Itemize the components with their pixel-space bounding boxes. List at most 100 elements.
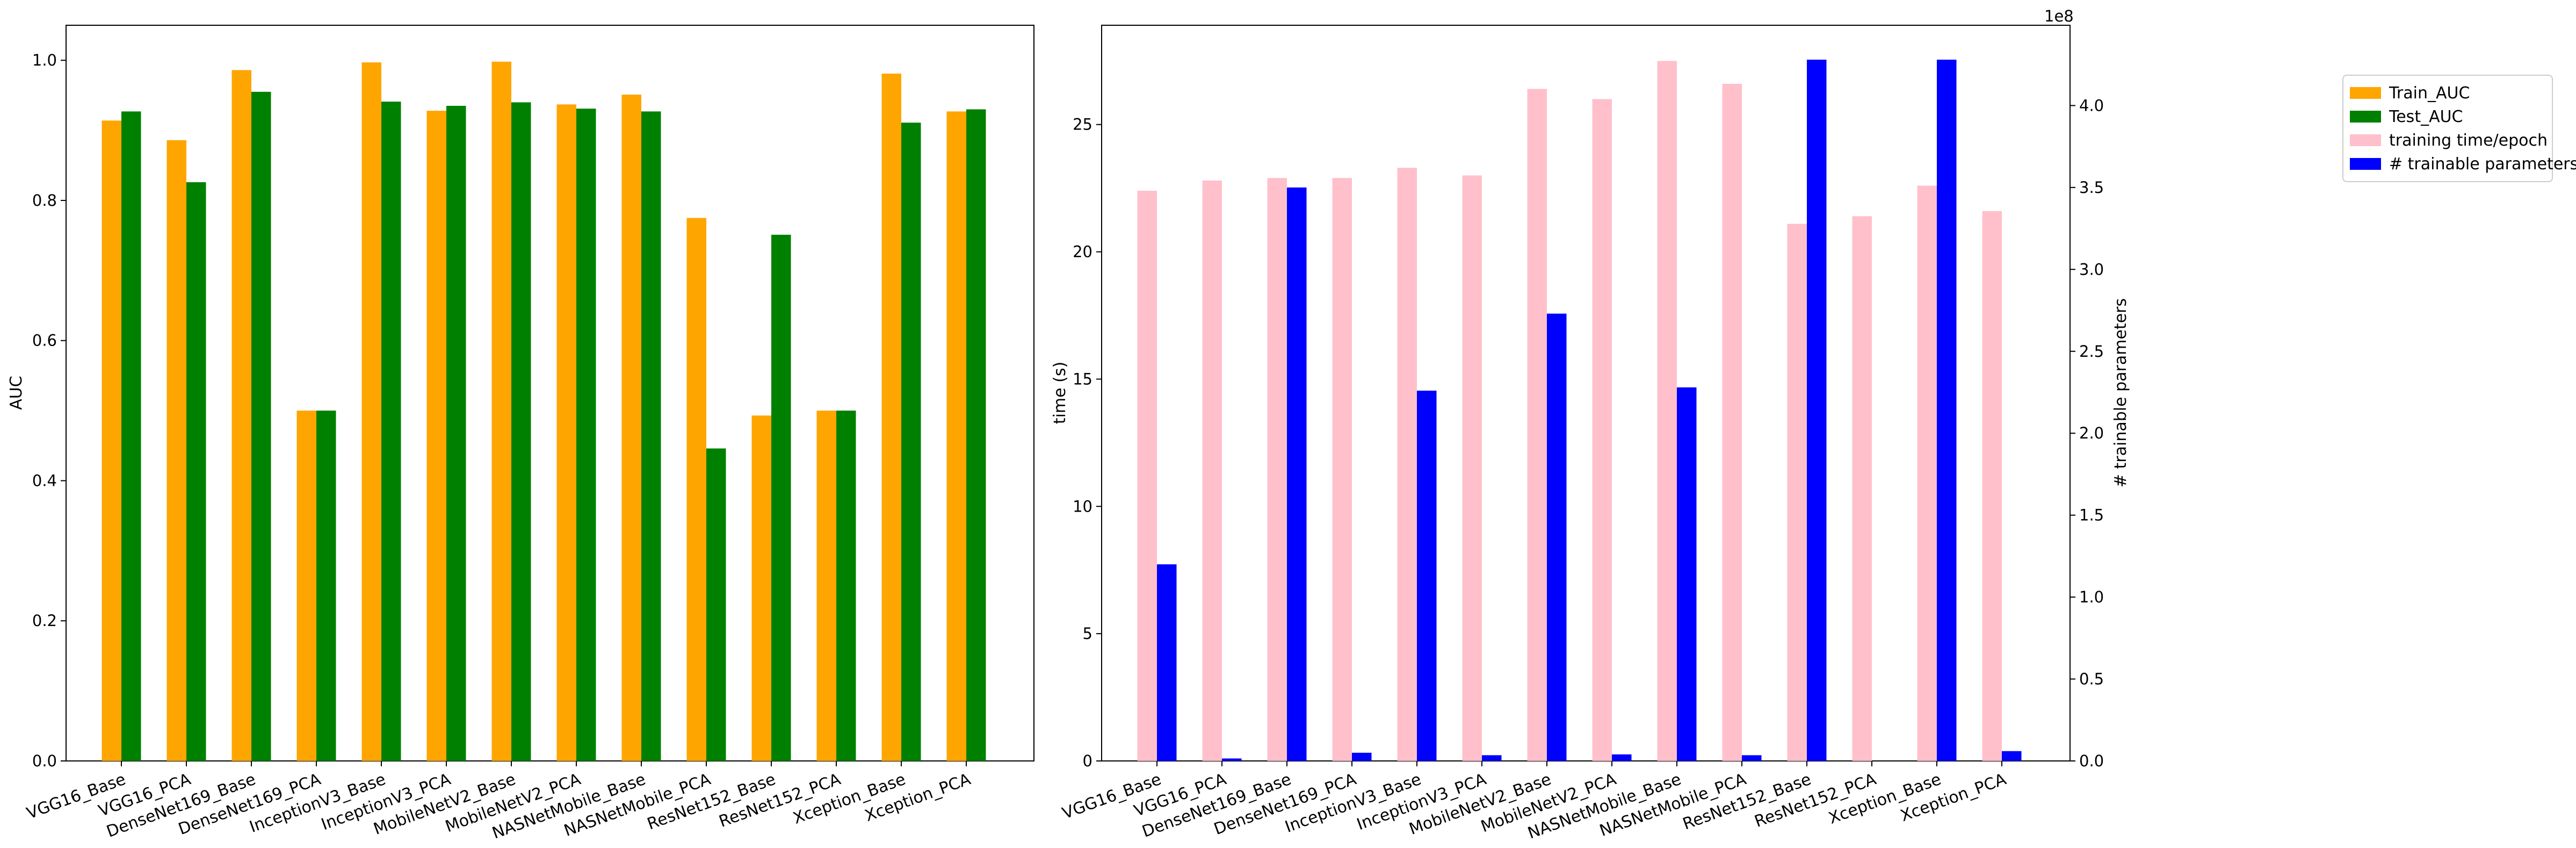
bar-trainable-parameters-densenet169-pca — [1352, 752, 1372, 761]
y-tick-label-10: 10 — [1073, 497, 1092, 515]
bar-train-auc-inceptionv3-pca — [426, 111, 446, 761]
bar-test-auc-resnet152-pca — [836, 411, 856, 761]
right-y-tick-label-3-5: 3.5 — [2079, 178, 2104, 197]
y-tick-label-25: 25 — [1073, 116, 1092, 134]
bar-test-auc-resnet152-base — [771, 234, 791, 761]
bar-trainable-parameters-vgg16-pca — [1222, 758, 1242, 761]
time-y-ticks: 0 5 10 15 20 25 — [1073, 116, 1102, 770]
params-offset-text: 1e8 — [2044, 7, 2074, 25]
legend-label-train-auc: Train_AUC — [2389, 84, 2470, 103]
bar-training-time-epoch-vgg16-pca — [1202, 180, 1222, 761]
bar-train-auc-xception-base — [881, 73, 901, 761]
bar-train-auc-xception-pca — [946, 111, 966, 761]
bar-train-auc-inceptionv3-base — [361, 62, 381, 761]
bar-trainable-parameters-mobilenetv2-base — [1547, 313, 1567, 761]
bar-train-auc-densenet169-pca — [296, 411, 316, 761]
bar-training-time-epoch-inceptionv3-pca — [1462, 175, 1482, 761]
bar-trainable-parameters-xception-pca — [2002, 751, 2022, 761]
time-params-chart-frame — [1101, 25, 2071, 761]
auc-chart: 0.0 0.2 0.4 0.6 0.8 1.0 VGG16_BaseVGG16_PCADe… — [7, 25, 1034, 843]
time-params-chart: 0 5 10 15 20 25 0.0 0.5 1.0 1.5 2.0 2.5 3.0 3.5 4.0 V… — [1051, 7, 2130, 843]
legend-items: Train_AUC Test_AUC training time/epoch # tr… — [2350, 84, 2576, 174]
right-y-tick-label-1-5: 1.5 — [2079, 506, 2104, 524]
bar-training-time-epoch-xception-pca — [1982, 211, 2002, 761]
bar-training-time-epoch-inceptionv3-base — [1397, 168, 1417, 761]
legend-swatch-training-time-epoch — [2350, 134, 2381, 146]
bar-test-auc-densenet169-pca — [316, 411, 336, 761]
right-y-tick-label-1-0: 1.0 — [2079, 588, 2104, 606]
bar-training-time-epoch-densenet169-pca — [1332, 178, 1352, 761]
bar-train-auc-densenet169-base — [231, 70, 251, 761]
legend-box — [2342, 75, 2553, 182]
legend-label-training-time-epoch: training time/epoch — [2389, 131, 2548, 150]
right-y-tick-label-0-5: 0.5 — [2079, 670, 2104, 688]
y-tick-label-0-4: 0.4 — [32, 471, 57, 490]
bar-training-time-epoch-mobilenetv2-base — [1527, 89, 1547, 761]
bar-training-time-epoch-resnet152-base — [1787, 224, 1807, 761]
bar-train-auc-mobilenetv2-base — [491, 61, 511, 761]
bar-test-auc-inceptionv3-pca — [446, 105, 466, 761]
bar-training-time-epoch-densenet169-base — [1267, 178, 1287, 761]
y-tick-label-0-2: 0.2 — [32, 612, 57, 630]
y-tick-label-0-6: 0.6 — [32, 332, 57, 350]
bar-test-auc-vgg16-base — [121, 111, 141, 761]
bar-test-auc-nasnetmobile-base — [641, 111, 661, 761]
y-tick-label-20: 20 — [1073, 243, 1092, 261]
time-y-axis-label: time (s) — [1051, 362, 1069, 424]
bar-training-time-epoch-vgg16-base — [1137, 190, 1157, 761]
bar-train-auc-mobilenetv2-pca — [556, 104, 576, 761]
params-y-axis-label: # trainable parameters — [2111, 298, 2130, 487]
legend-label-test-auc: Test_AUC — [2389, 107, 2463, 126]
right-y-tick-label-0-0: 0.0 — [2079, 752, 2104, 770]
bar-training-time-epoch-xception-base — [1917, 185, 1937, 761]
auc-bars — [102, 61, 986, 761]
y-tick-label-0-0: 0.0 — [32, 752, 57, 770]
bar-test-auc-xception-pca — [966, 109, 986, 761]
bar-training-time-epoch-nasnetmobile-pca — [1722, 83, 1742, 761]
y-tick-label-5: 5 — [1083, 624, 1092, 643]
legend: Train_AUC Test_AUC training time/epoch # tr… — [2342, 75, 2576, 182]
bar-training-time-epoch-resnet152-pca — [1852, 216, 1872, 761]
right-y-tick-label-3-0: 3.0 — [2079, 260, 2104, 278]
bar-trainable-parameters-inceptionv3-pca — [1482, 755, 1502, 761]
bar-train-auc-resnet152-pca — [816, 411, 836, 761]
auc-x-ticks: VGG16_BaseVGG16_PCADenseNet169_BaseDense… — [24, 761, 973, 843]
y-tick-label-1-0: 1.0 — [32, 51, 57, 69]
params-y-ticks: 0.0 0.5 1.0 1.5 2.0 2.5 3.0 3.5 4.0 — [2070, 96, 2104, 770]
bar-trainable-parameters-xception-base — [1937, 60, 1957, 761]
bar-trainable-parameters-nasnetmobile-base — [1677, 387, 1697, 761]
bar-train-auc-resnet152-base — [751, 415, 771, 761]
bar-trainable-parameters-resnet152-base — [1807, 60, 1827, 761]
bar-trainable-parameters-vgg16-base — [1157, 564, 1177, 761]
bar-trainable-parameters-mobilenetv2-pca — [1612, 754, 1632, 761]
right-y-tick-label-4-0: 4.0 — [2079, 96, 2104, 114]
y-tick-label-0-8: 0.8 — [32, 191, 57, 210]
legend-swatch-trainable-parameters — [2350, 158, 2381, 170]
y-tick-label-15: 15 — [1073, 370, 1092, 388]
bar-test-auc-xception-base — [901, 123, 921, 761]
bar-trainable-parameters-inceptionv3-base — [1417, 390, 1437, 761]
bar-test-auc-inceptionv3-base — [381, 102, 401, 761]
right-y-tick-label-2-5: 2.5 — [2079, 342, 2104, 361]
auc-chart-frame — [66, 25, 1034, 761]
auc-y-axis-label: AUC — [7, 376, 26, 409]
legend-label-trainable-parameters: # trainable parameters — [2389, 155, 2576, 174]
bar-test-auc-mobilenetv2-pca — [576, 109, 596, 761]
bar-train-auc-nasnetmobile-base — [621, 95, 641, 761]
auc-y-ticks: 0.0 0.2 0.4 0.6 0.8 1.0 — [32, 51, 66, 770]
bar-train-auc-vgg16-base — [102, 120, 121, 761]
bar-training-time-epoch-nasnetmobile-base — [1657, 61, 1677, 761]
bar-test-auc-densenet169-base — [251, 91, 271, 761]
y-tick-label-0: 0 — [1083, 752, 1092, 770]
legend-swatch-test-auc — [2350, 111, 2381, 123]
bar-test-auc-vgg16-pca — [186, 182, 206, 761]
time-params-bars — [1137, 60, 2022, 761]
time-params-x-ticks: VGG16_BaseVGG16_PCADenseNet169_BaseDense… — [1060, 761, 2009, 843]
bar-test-auc-nasnetmobile-pca — [706, 448, 726, 761]
right-y-tick-label-2-0: 2.0 — [2079, 424, 2104, 442]
bar-train-auc-vgg16-pca — [167, 140, 186, 761]
bar-training-time-epoch-mobilenetv2-pca — [1592, 99, 1612, 761]
bar-trainable-parameters-densenet169-base — [1287, 187, 1307, 761]
bar-train-auc-nasnetmobile-pca — [686, 218, 706, 761]
